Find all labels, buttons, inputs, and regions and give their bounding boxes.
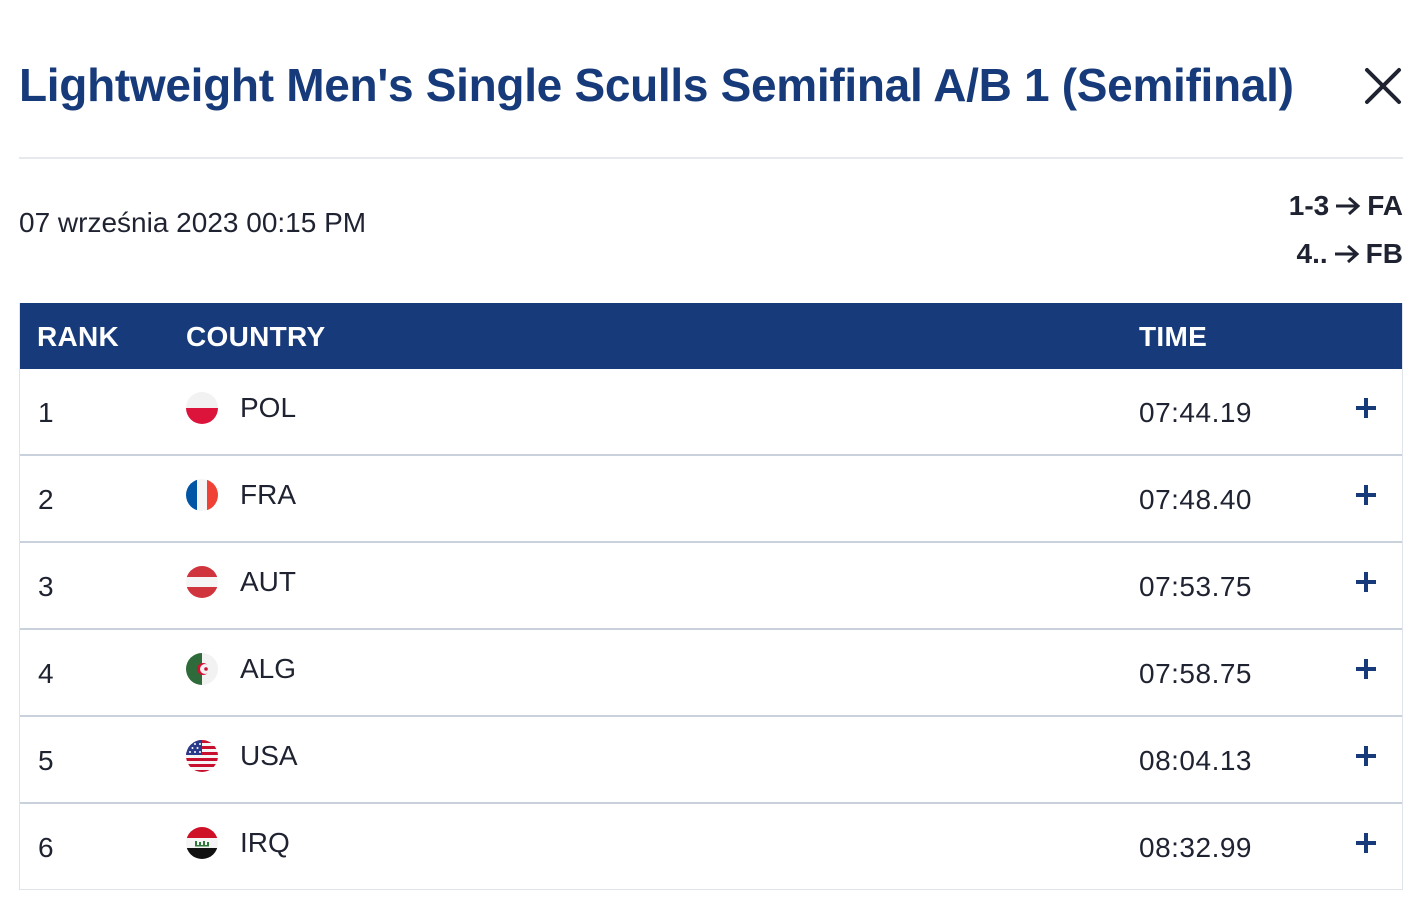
france-flag-icon <box>186 479 218 511</box>
country-cell: IRQ <box>240 827 290 858</box>
table-row: 5 USA 08:04.13 <box>20 717 1402 804</box>
expand-button[interactable] <box>1353 395 1379 421</box>
plus-icon <box>1356 485 1376 505</box>
modal-header: Lightweight Men's Single Sculls Semifina… <box>19 52 1403 122</box>
rank-cell: 3 <box>38 571 54 602</box>
poland-flag-icon <box>186 392 218 424</box>
expand-button[interactable] <box>1353 830 1379 856</box>
table-row: 2 FRA 07:48.40 <box>20 456 1402 543</box>
rank-cell: 1 <box>38 397 54 428</box>
close-button[interactable] <box>1363 66 1403 106</box>
time-cell: 07:58.75 <box>1139 658 1252 689</box>
arrow-right-icon <box>1334 244 1359 264</box>
usa-flag-icon <box>186 740 218 772</box>
header-divider <box>19 157 1403 159</box>
header-time: TIME <box>1139 321 1208 352</box>
rank-cell: 5 <box>38 745 54 776</box>
plus-icon <box>1356 572 1376 592</box>
table-header: RANK COUNTRY TIME <box>20 303 1402 369</box>
close-icon <box>1365 68 1401 104</box>
progression-final: FB <box>1365 238 1403 269</box>
header-rank: RANK <box>37 321 120 352</box>
country-cell: FRA <box>240 479 296 510</box>
country-cell: POL <box>240 392 297 423</box>
rank-cell: 6 <box>38 832 54 863</box>
progression-final: FA <box>1367 190 1403 221</box>
country-cell: USA <box>240 740 298 771</box>
table-row: 6 IRQ 08:32.99 <box>20 804 1402 889</box>
header-country: COUNTRY <box>186 321 326 352</box>
plus-icon <box>1356 833 1376 853</box>
table-row: 4 ALG 07:58.75 <box>20 630 1402 717</box>
expand-button[interactable] <box>1353 482 1379 508</box>
progression-ranks: 1-3 <box>1288 190 1330 221</box>
country-cell: AUT <box>240 566 296 597</box>
algeria-flag-icon <box>186 653 218 685</box>
page-title: Lightweight Men's Single Sculls Semifina… <box>19 59 1294 111</box>
expand-button[interactable] <box>1353 743 1379 769</box>
race-date: 07 września 2023 00:15 PM <box>19 207 367 238</box>
progression-rule: 1-3 FA <box>1289 182 1403 230</box>
arrow-right-icon <box>1336 196 1361 216</box>
plus-icon <box>1356 398 1376 418</box>
country-cell: ALG <box>240 653 297 684</box>
plus-icon <box>1356 659 1376 679</box>
progression-rule: 4.. FB <box>1289 230 1403 278</box>
iraq-flag-icon <box>186 827 218 859</box>
progression-rules: 1-3 FA 4.. FB <box>1289 182 1403 278</box>
results-table: RANK COUNTRY TIME 1 POL 07:44.19 2 <box>19 303 1403 890</box>
rank-cell: 4 <box>38 658 54 689</box>
table-row: 3 AUT 07:53.75 <box>20 543 1402 630</box>
austria-flag-icon <box>186 566 218 598</box>
time-cell: 07:53.75 <box>1139 571 1252 602</box>
rank-cell: 2 <box>38 484 54 515</box>
expand-button[interactable] <box>1353 656 1379 682</box>
time-cell: 07:44.19 <box>1139 397 1252 428</box>
time-cell: 08:04.13 <box>1139 745 1252 776</box>
table-row: 1 POL 07:44.19 <box>20 369 1402 456</box>
plus-icon <box>1356 746 1376 766</box>
expand-button[interactable] <box>1353 569 1379 595</box>
time-cell: 08:32.99 <box>1139 832 1252 863</box>
progression-ranks: 4.. <box>1296 238 1328 269</box>
time-cell: 07:48.40 <box>1139 484 1252 515</box>
